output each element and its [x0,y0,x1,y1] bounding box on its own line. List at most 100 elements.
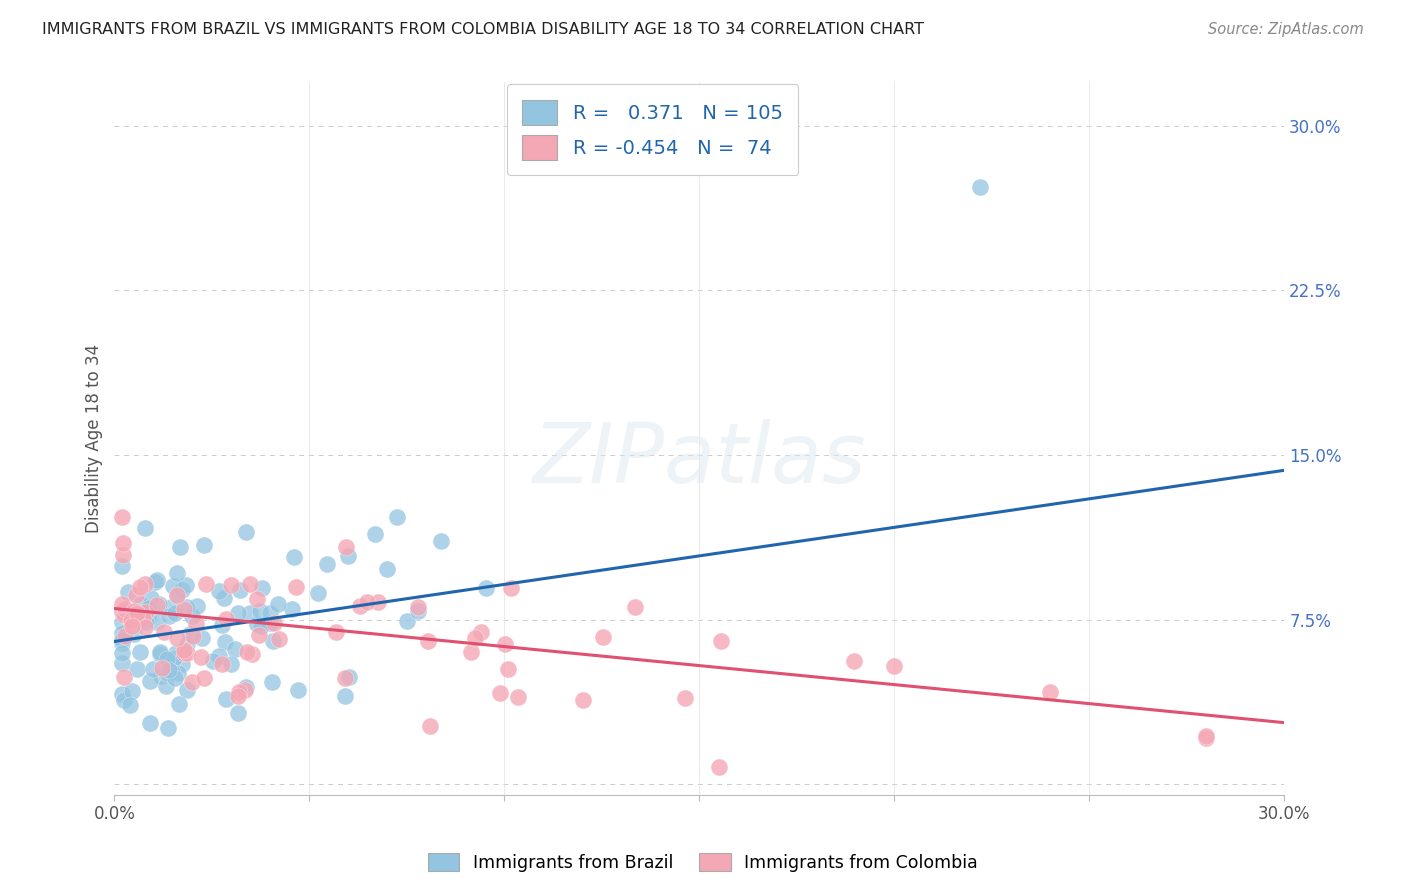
Point [128,580,150,594]
Point [246,591,269,606]
Point [146,573,169,587]
Point [176,646,198,660]
Point [141,591,163,606]
Point [173,643,195,657]
Point [408,600,430,615]
Point [179,627,201,641]
Point [114,629,136,643]
Point [181,608,204,623]
Point [129,597,152,611]
Point [118,698,141,713]
Point [169,541,191,555]
Point [842,654,865,668]
Point [121,618,143,632]
Point [259,606,281,620]
Point [148,597,170,611]
Text: ZIPatlas: ZIPatlas [533,419,866,500]
Point [111,636,134,650]
Point [159,599,181,614]
Point [208,648,231,663]
Point [494,637,516,651]
Y-axis label: Disability Age 18 to 34: Disability Age 18 to 34 [86,344,103,533]
Point [215,612,238,626]
Point [710,634,733,648]
Point [172,657,194,671]
Point [226,689,249,703]
Point [1195,731,1218,746]
Point [592,630,614,644]
Point [229,583,252,598]
Point [121,683,143,698]
Point [281,602,304,616]
Legend: R =   0.371   N = 105, R = -0.454   N =  74: R = 0.371 N = 105, R = -0.454 N = 74 [506,85,799,176]
Point [166,566,188,581]
Point [111,509,134,524]
Point [129,645,152,659]
Text: IMMIGRANTS FROM BRAZIL VS IMMIGRANTS FROM COLOMBIA DISABILITY AGE 18 TO 34 CORRE: IMMIGRANTS FROM BRAZIL VS IMMIGRANTS FRO… [42,22,924,37]
Point [418,634,440,648]
Point [337,670,360,684]
Point [170,582,193,597]
Point [233,683,256,698]
Point [136,610,159,624]
Point [219,657,242,672]
Point [193,538,215,552]
Point [111,559,134,574]
Point [284,581,307,595]
Point [201,655,224,669]
Point [139,715,162,730]
Point [260,675,283,690]
Point [112,693,135,707]
Point [246,617,269,632]
Point [250,581,273,595]
Point [395,614,418,628]
Point [125,663,148,677]
Point [883,658,905,673]
Point [263,615,285,630]
Point [117,585,139,599]
Point [117,605,139,619]
Point [191,631,214,645]
Point [111,615,134,630]
Point [134,620,156,634]
Point [125,606,148,620]
Point [215,692,238,706]
Point [325,624,347,639]
Point [162,653,184,667]
Point [162,579,184,593]
Point [367,595,389,609]
Point [287,682,309,697]
Point [506,690,529,704]
Point [214,634,236,648]
Point [150,661,173,675]
Point [176,578,198,592]
Point [120,613,142,627]
Point [173,646,195,660]
Point [211,657,233,671]
Point [212,591,235,606]
Point [176,599,198,614]
Point [239,577,262,591]
Point [249,604,271,618]
Point [114,602,136,616]
Point [150,669,173,683]
Point [675,690,697,705]
Point [262,634,284,648]
Point [184,616,207,631]
Point [1039,685,1062,699]
Point [470,625,492,640]
Point [623,600,645,615]
Point [572,693,595,707]
Point [146,615,169,629]
Point [406,604,429,618]
Point [173,602,195,616]
Point [1195,729,1218,743]
Point [166,588,188,602]
Point [267,598,290,612]
Point [387,510,409,524]
Point [145,574,167,589]
Point [356,595,378,609]
Point [335,689,357,703]
Point [219,578,242,592]
Point [181,629,204,643]
